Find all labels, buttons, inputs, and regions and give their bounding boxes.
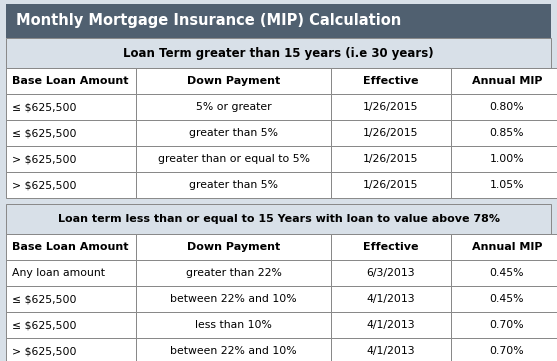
Bar — [451, 312, 557, 338]
Bar — [451, 68, 557, 94]
Bar — [136, 286, 331, 312]
Bar — [6, 4, 551, 38]
Bar — [331, 260, 451, 286]
Bar — [6, 120, 136, 146]
Text: Base Loan Amount: Base Loan Amount — [12, 242, 129, 252]
Bar — [331, 146, 451, 172]
Bar — [331, 312, 451, 338]
Bar — [136, 94, 331, 120]
Text: 0.45%: 0.45% — [490, 268, 524, 278]
Bar — [6, 338, 136, 361]
Bar — [136, 172, 331, 198]
Bar — [136, 120, 331, 146]
Text: Annual MIP: Annual MIP — [472, 76, 543, 86]
Text: Loan Term greater than 15 years (i.e 30 years): Loan Term greater than 15 years (i.e 30 … — [123, 47, 434, 60]
Bar — [6, 260, 136, 286]
Text: 6/3/2013: 6/3/2013 — [367, 268, 416, 278]
Bar — [331, 338, 451, 361]
Text: > $625,500: > $625,500 — [12, 180, 76, 190]
Bar — [6, 234, 136, 260]
Text: between 22% and 10%: between 22% and 10% — [170, 294, 297, 304]
Bar — [136, 68, 331, 94]
Bar — [136, 260, 331, 286]
Bar — [331, 68, 451, 94]
Bar — [6, 68, 136, 94]
Text: less than 10%: less than 10% — [195, 320, 272, 330]
Bar — [6, 312, 136, 338]
Bar — [6, 172, 136, 198]
Bar — [6, 286, 136, 312]
Text: 1/26/2015: 1/26/2015 — [363, 154, 419, 164]
Text: 1.00%: 1.00% — [490, 154, 524, 164]
Text: greater than 5%: greater than 5% — [189, 128, 278, 138]
Text: ≤ $625,500: ≤ $625,500 — [12, 320, 76, 330]
Text: Any loan amount: Any loan amount — [12, 268, 105, 278]
Text: 4/1/2013: 4/1/2013 — [367, 320, 416, 330]
Bar — [451, 172, 557, 198]
Text: > $625,500: > $625,500 — [12, 346, 76, 356]
Bar — [451, 338, 557, 361]
Bar — [6, 204, 551, 234]
Bar — [451, 120, 557, 146]
Text: Base Loan Amount: Base Loan Amount — [12, 76, 129, 86]
Text: 0.85%: 0.85% — [490, 128, 524, 138]
Bar — [136, 146, 331, 172]
Text: 0.45%: 0.45% — [490, 294, 524, 304]
Bar — [136, 234, 331, 260]
Bar — [331, 286, 451, 312]
Text: greater than 5%: greater than 5% — [189, 180, 278, 190]
Bar — [451, 94, 557, 120]
Text: greater than or equal to 5%: greater than or equal to 5% — [158, 154, 310, 164]
Bar — [6, 146, 136, 172]
Bar — [451, 234, 557, 260]
Bar — [451, 286, 557, 312]
Text: Effective: Effective — [363, 242, 419, 252]
Text: 0.70%: 0.70% — [490, 346, 524, 356]
Text: ≤ $625,500: ≤ $625,500 — [12, 294, 76, 304]
Text: 4/1/2013: 4/1/2013 — [367, 346, 416, 356]
Bar — [331, 234, 451, 260]
Bar — [136, 338, 331, 361]
Text: Monthly Mortgage Insurance (MIP) Calculation: Monthly Mortgage Insurance (MIP) Calcula… — [16, 13, 401, 29]
Bar — [451, 260, 557, 286]
Text: ≤ $625,500: ≤ $625,500 — [12, 128, 76, 138]
Text: ≤ $625,500: ≤ $625,500 — [12, 102, 76, 112]
Text: 5% or greater: 5% or greater — [196, 102, 271, 112]
Bar — [6, 38, 551, 68]
Text: 4/1/2013: 4/1/2013 — [367, 294, 416, 304]
Bar — [451, 146, 557, 172]
Bar — [331, 94, 451, 120]
Text: greater than 22%: greater than 22% — [185, 268, 281, 278]
Text: Down Payment: Down Payment — [187, 76, 280, 86]
Text: 1/26/2015: 1/26/2015 — [363, 180, 419, 190]
Bar — [136, 312, 331, 338]
Bar — [331, 120, 451, 146]
Text: 1.05%: 1.05% — [490, 180, 524, 190]
Text: 1/26/2015: 1/26/2015 — [363, 102, 419, 112]
Text: > $625,500: > $625,500 — [12, 154, 76, 164]
Text: Effective: Effective — [363, 76, 419, 86]
Bar — [331, 172, 451, 198]
Text: 1/26/2015: 1/26/2015 — [363, 128, 419, 138]
Text: 0.70%: 0.70% — [490, 320, 524, 330]
Text: Annual MIP: Annual MIP — [472, 242, 543, 252]
Text: between 22% and 10%: between 22% and 10% — [170, 346, 297, 356]
Text: Loan term less than or equal to 15 Years with loan to value above 78%: Loan term less than or equal to 15 Years… — [57, 214, 500, 224]
Text: 0.80%: 0.80% — [490, 102, 524, 112]
Bar — [6, 94, 136, 120]
Text: Down Payment: Down Payment — [187, 242, 280, 252]
